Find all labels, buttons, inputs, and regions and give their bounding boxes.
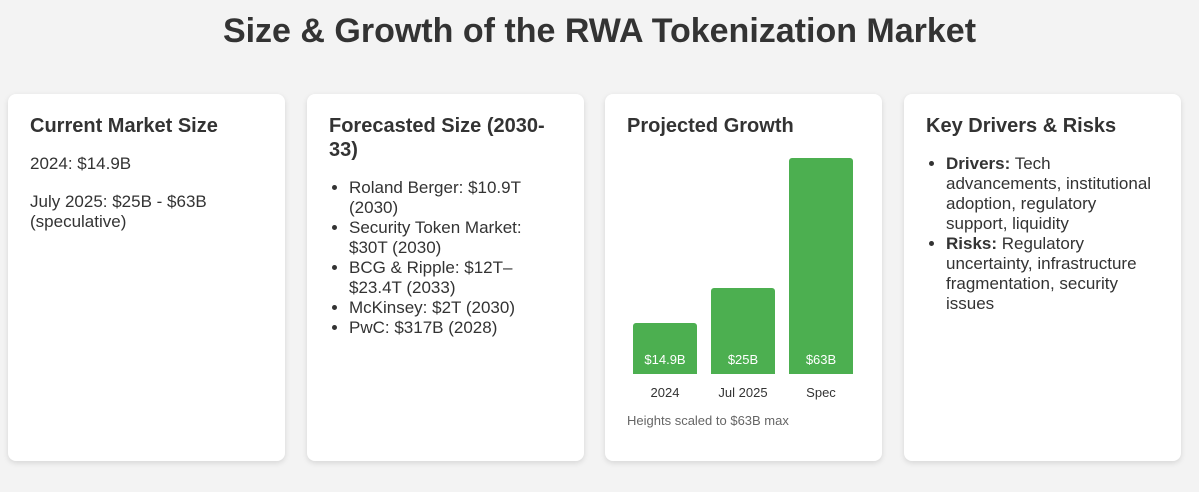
drivers-item: Drivers: Tech advancements, institutiona… xyxy=(946,154,1159,234)
bar-value-label: $25B xyxy=(727,352,759,367)
forecast-item: PwC: $317B (2028) xyxy=(349,318,562,338)
drivers-risks-card: Key Drivers & Risks Drivers: Tech advanc… xyxy=(904,94,1181,461)
chart-bar: $25B xyxy=(711,288,775,374)
bar-value-label: $14.9B xyxy=(644,352,686,367)
chart-category-label: Jul 2025 xyxy=(718,385,768,400)
current-market-heading: Current Market Size xyxy=(30,115,218,137)
current-2025-value: July 2025: $25B - $63B (speculative) xyxy=(30,192,207,231)
chart-category-label: 2024 xyxy=(650,385,680,400)
forecast-item: BCG & Ripple: $12T–$23.4T (2033) xyxy=(349,258,562,298)
chart-bar: $63B xyxy=(789,158,853,374)
forecast-card: Forecasted Size (2030-33) Roland Berger:… xyxy=(307,94,584,461)
forecast-list: Roland Berger: $10.9T (2030) Security To… xyxy=(329,178,562,338)
current-market-card: Current Market Size 2024: $14.9B July 20… xyxy=(8,94,285,461)
chart-note: Heights scaled to $63B max xyxy=(627,413,789,428)
risks-label: Risks: xyxy=(946,234,998,253)
drivers-risks-list: Drivers: Tech advancements, institutiona… xyxy=(926,154,1159,314)
risks-item: Risks: Regulatory uncertainty, infrastru… xyxy=(946,234,1159,314)
bar-value-label: $63B xyxy=(805,352,837,367)
forecast-heading: Forecasted Size (2030-33) xyxy=(329,115,545,161)
page-title: Size & Growth of the RWA Tokenization Ma… xyxy=(222,12,977,50)
risks-text: Regulatory uncertainty, infrastructure f… xyxy=(946,234,1137,313)
forecast-item: McKinsey: $2T (2030) xyxy=(349,298,562,318)
chart-bar: $14.9B xyxy=(633,323,697,374)
chart-category-label: Spec xyxy=(806,385,836,400)
growth-card: Projected Growth $14.9B 2024 $25B Jul 2025 $… xyxy=(605,94,882,461)
drivers-label: Drivers: xyxy=(946,154,1011,173)
forecast-item: Roland Berger: $10.9T (2030) xyxy=(349,178,562,218)
drivers-risks-heading: Key Drivers & Risks xyxy=(926,115,1117,137)
forecast-item: Security Token Market: $30T (2030) xyxy=(349,218,562,258)
growth-heading: Projected Growth xyxy=(627,115,794,137)
drivers-text: Tech advancements, institutional adoptio… xyxy=(946,154,1152,233)
current-2024-value: 2024: $14.9B xyxy=(30,154,132,173)
